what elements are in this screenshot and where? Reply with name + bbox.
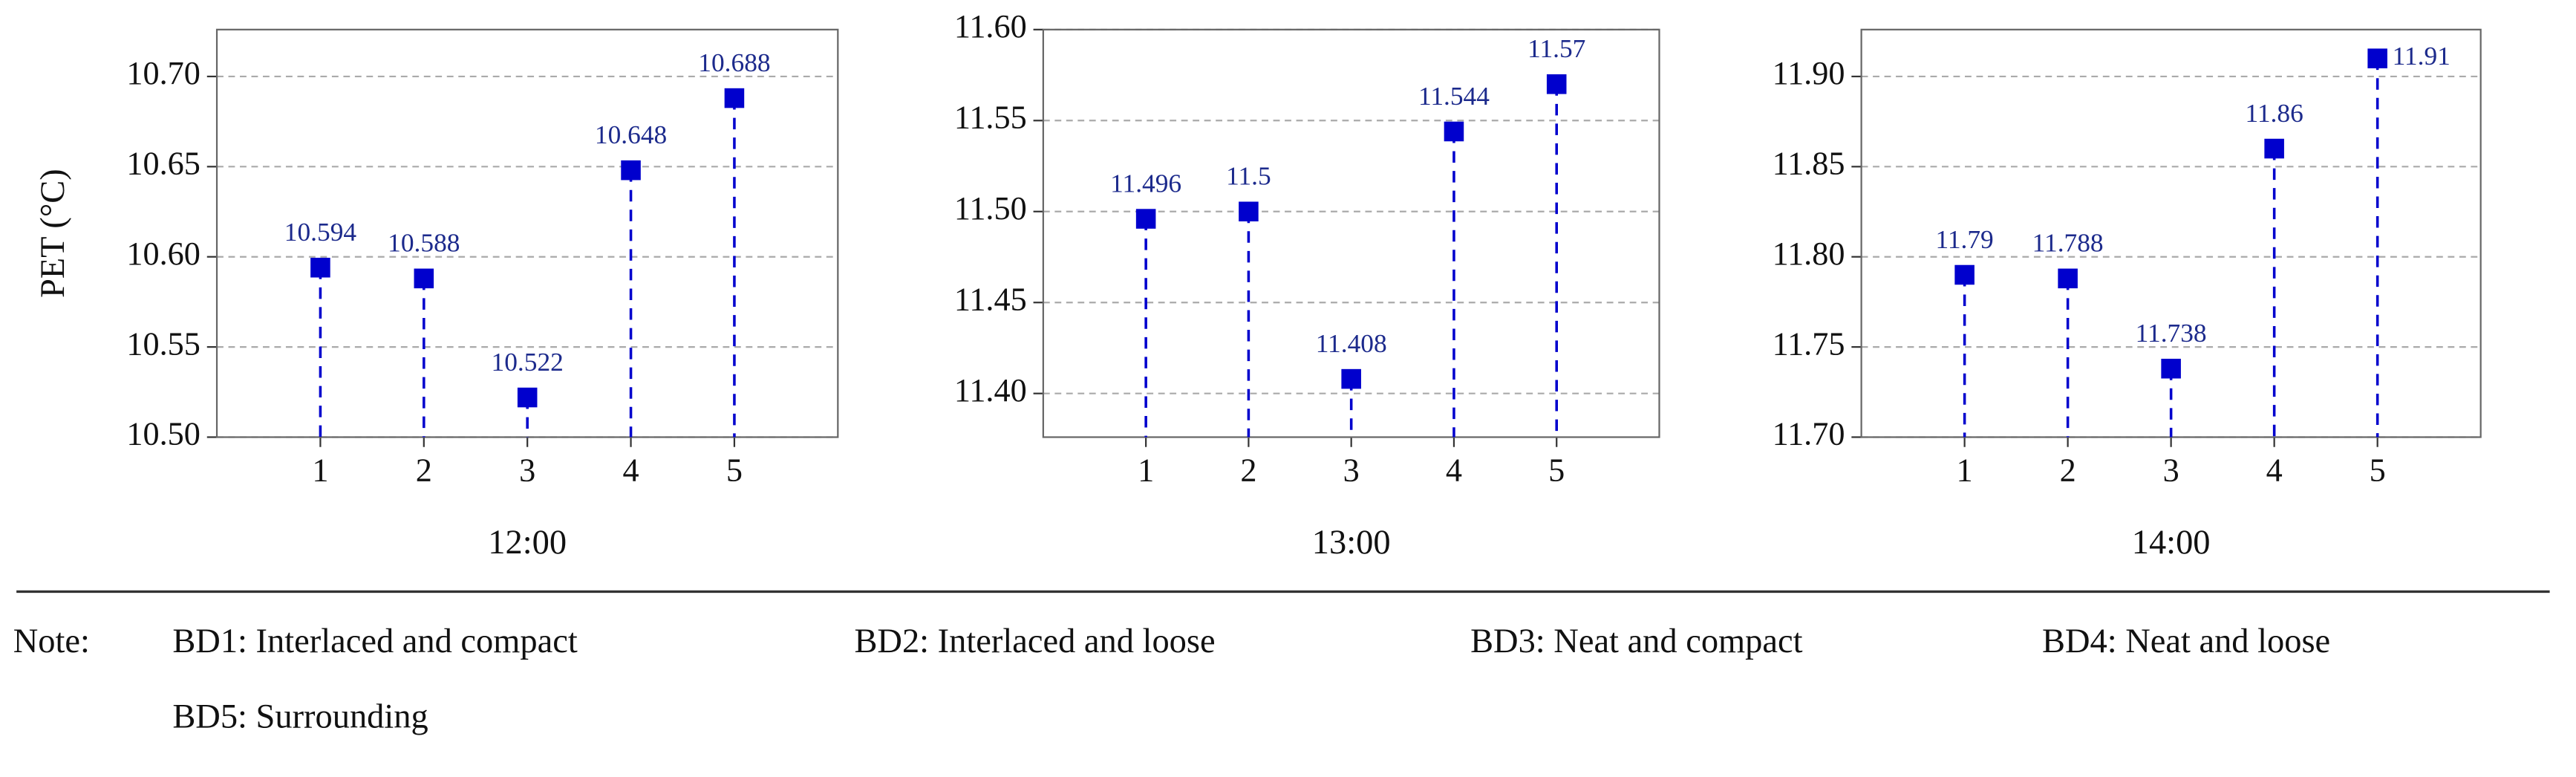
x-tick-label: 1 bbox=[312, 452, 328, 488]
data-label: 11.86 bbox=[2246, 98, 2303, 128]
x-axis-label: 13:00 bbox=[1312, 524, 1391, 562]
y-tick-label: 11.70 bbox=[1773, 416, 1845, 452]
data-label: 11.91 bbox=[2393, 41, 2451, 71]
data-label: 11.496 bbox=[1110, 168, 1181, 198]
x-tick-label: 2 bbox=[1240, 452, 1256, 488]
x-tick-label: 4 bbox=[622, 452, 639, 488]
data-label: 10.648 bbox=[595, 120, 667, 149]
y-tick-label: 10.70 bbox=[126, 55, 200, 91]
y-tick-label: 10.65 bbox=[126, 145, 200, 181]
plot-frame bbox=[1042, 28, 1660, 438]
data-label: 11.788 bbox=[2032, 228, 2104, 258]
data-label: 10.688 bbox=[698, 48, 770, 77]
data-point bbox=[621, 160, 641, 181]
note-label: Note: bbox=[13, 622, 90, 660]
y-axis-label: PET (°C) bbox=[34, 169, 72, 298]
x-tick-label: 5 bbox=[2370, 452, 2386, 488]
data-point bbox=[1341, 368, 1361, 389]
x-tick-label: 5 bbox=[726, 452, 743, 488]
y-tick-label: 11.85 bbox=[1773, 145, 1845, 181]
data-label: 11.57 bbox=[1527, 33, 1585, 63]
data-point bbox=[414, 268, 434, 289]
x-tick-label: 3 bbox=[1343, 452, 1360, 488]
x-tick-label: 3 bbox=[519, 452, 535, 488]
x-axis-label: 12:00 bbox=[488, 524, 567, 562]
y-tick-label: 11.60 bbox=[954, 8, 1027, 45]
y-tick-label: 10.55 bbox=[126, 325, 200, 362]
note-item: BD4: Neat and loose bbox=[2042, 622, 2330, 660]
data-point bbox=[2161, 358, 2181, 379]
data-label: 11.5 bbox=[1226, 161, 1271, 191]
x-axis-label: 14:00 bbox=[2132, 524, 2211, 562]
data-point bbox=[1135, 209, 1156, 229]
x-tick-label: 2 bbox=[416, 452, 432, 488]
note-item: BD1: Interlaced and compact bbox=[172, 622, 578, 660]
data-label: 11.738 bbox=[2136, 318, 2207, 348]
data-label: 10.588 bbox=[388, 228, 460, 258]
x-tick-label: 1 bbox=[1957, 452, 1973, 488]
data-point bbox=[724, 88, 745, 108]
y-tick-label: 11.45 bbox=[954, 281, 1027, 317]
y-tick-label: 10.60 bbox=[126, 235, 200, 272]
data-label: 11.544 bbox=[1418, 81, 1490, 111]
x-tick-label: 3 bbox=[2163, 452, 2179, 488]
data-point bbox=[1239, 201, 1259, 222]
data-label: 11.79 bbox=[1935, 224, 1993, 254]
y-tick-label: 11.75 bbox=[1773, 325, 1845, 362]
y-tick-label: 11.80 bbox=[1773, 235, 1845, 272]
data-point bbox=[1546, 74, 1567, 94]
y-tick-label: 10.50 bbox=[126, 416, 200, 452]
y-tick-label: 11.55 bbox=[954, 99, 1027, 135]
note-item: BD3: Neat and compact bbox=[1470, 622, 1803, 660]
data-point bbox=[2367, 48, 2387, 68]
data-label: 11.408 bbox=[1316, 328, 1387, 358]
x-tick-label: 2 bbox=[2060, 452, 2076, 488]
y-tick-label: 11.50 bbox=[954, 190, 1027, 227]
x-tick-label: 5 bbox=[1548, 452, 1565, 488]
data-point bbox=[2058, 268, 2078, 289]
data-label: 10.522 bbox=[492, 347, 564, 377]
data-point bbox=[517, 387, 538, 408]
data-point bbox=[1954, 264, 1975, 285]
data-label: 10.594 bbox=[284, 217, 357, 247]
data-point bbox=[2264, 138, 2284, 159]
data-point bbox=[310, 258, 330, 278]
x-tick-label: 1 bbox=[1138, 452, 1154, 488]
data-point bbox=[1444, 121, 1464, 142]
note-item: BD5: Surrounding bbox=[172, 698, 428, 736]
x-tick-label: 4 bbox=[1446, 452, 1462, 488]
x-tick-label: 4 bbox=[2266, 452, 2283, 488]
y-tick-label: 11.90 bbox=[1773, 55, 1845, 91]
y-tick-label: 11.40 bbox=[954, 372, 1027, 409]
note-item: BD2: Interlaced and loose bbox=[854, 622, 1215, 660]
